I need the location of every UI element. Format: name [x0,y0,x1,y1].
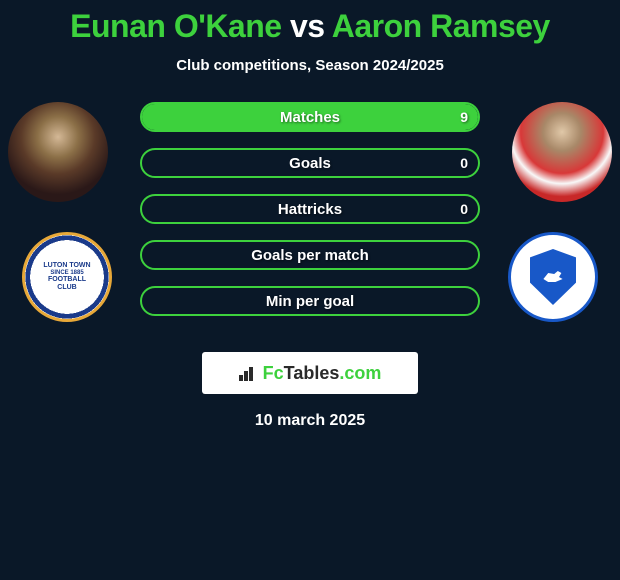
player2-name: Aaron Ramsey [332,8,550,44]
watermark-text: FcTables.com [263,363,382,384]
subtitle: Club competitions, Season 2024/2025 [0,57,620,74]
stat-label: Min per goal [266,293,354,310]
player2-avatar [512,102,612,202]
stat-bars: 9 Matches 0 Goals 0 Hattricks Goals per match M… [140,102,480,332]
player1-avatar [8,102,108,202]
stat-label: Goals [289,155,331,172]
page-title: Eunan O'Kane vs Aaron Ramsey [0,0,620,45]
stat-bar: 0 Goals [140,148,480,178]
watermark: FcTables.com [202,352,418,394]
club1-text-bot: FOOTBALL CLUB [39,276,95,291]
player1-club-badge: LUTON TOWN SINCE 1885 FOOTBALL CLUB [22,232,112,322]
wm-c: .com [339,363,381,383]
club1-text-mid: SINCE 1885 [50,270,83,277]
vs-text: vs [290,8,325,44]
stat-label: Hattricks [278,201,342,218]
stat-value-right: 9 [460,109,468,125]
player1-name: Eunan O'Kane [70,8,281,44]
stat-value-right: 0 [460,155,468,171]
comparison-content: LUTON TOWN SINCE 1885 FOOTBALL CLUB 9 Mat… [0,102,620,342]
wm-a: Fc [263,363,284,383]
date: 10 march 2025 [0,412,620,430]
stat-label: Matches [280,109,340,126]
stat-label: Goals per match [251,247,369,264]
stat-bar: Goals per match [140,240,480,270]
stat-bar: 9 Matches [140,102,480,132]
player2-club-badge [508,232,598,322]
chart-icon [239,365,259,381]
stat-bar: 0 Hattricks [140,194,480,224]
stat-bar: Min per goal [140,286,480,316]
wm-b: Tables [284,363,340,383]
stat-value-right: 0 [460,201,468,217]
bluebird-icon [541,267,565,287]
club1-text-top: LUTON TOWN [43,262,90,270]
